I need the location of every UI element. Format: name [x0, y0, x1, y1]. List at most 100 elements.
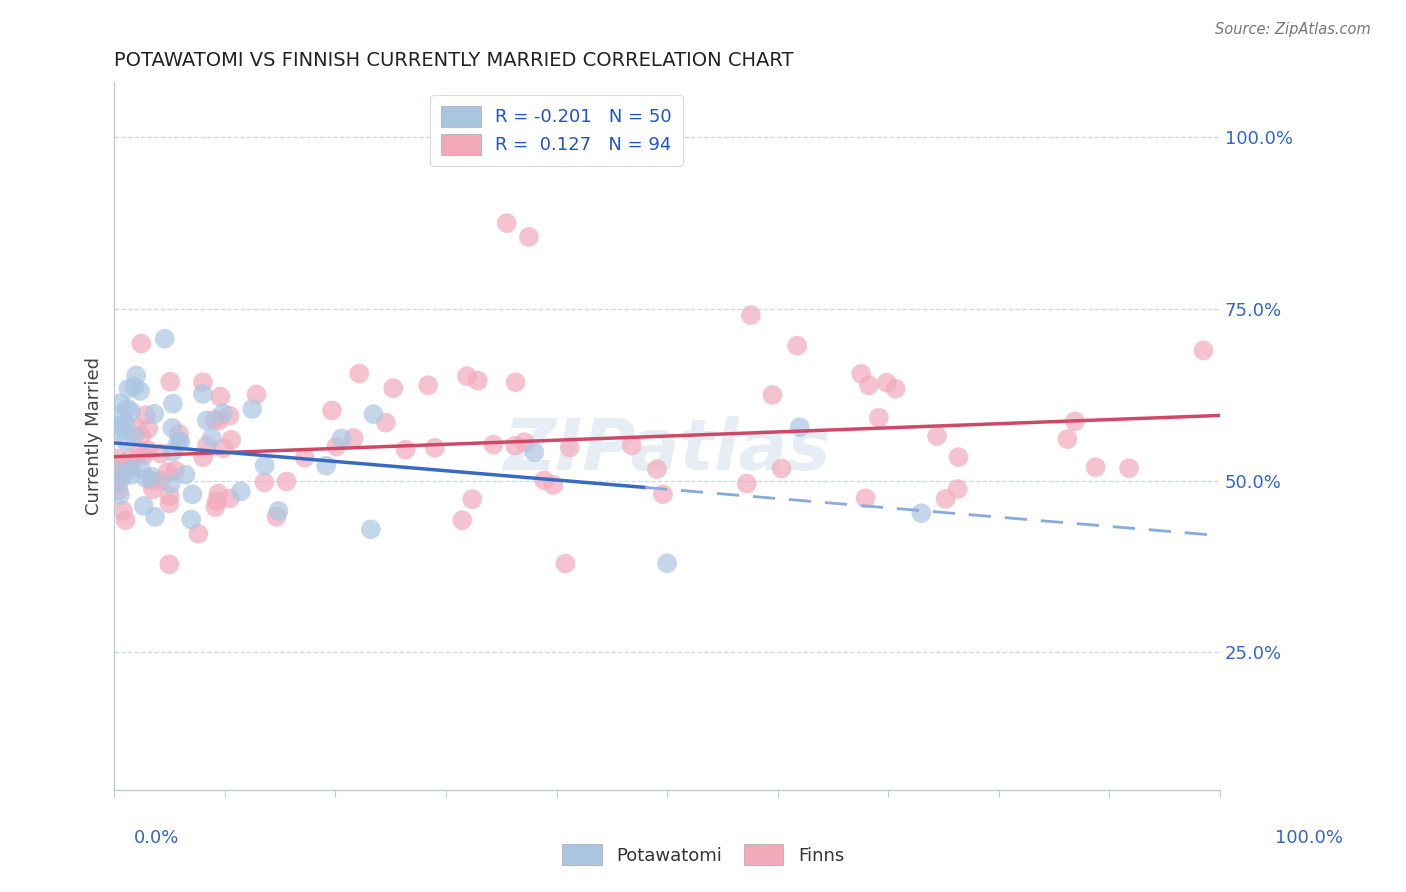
Point: [620, 438, 643, 452]
Point: [117, 401, 139, 416]
Point: [114, 434, 136, 449]
Point: [349, 367, 371, 381]
Point: [115, 460, 138, 475]
Point: [201, 431, 224, 445]
Point: [770, 461, 793, 475]
Point: [789, 420, 811, 434]
Point: [394, 442, 416, 457]
Point: [321, 403, 343, 417]
Point: [876, 376, 898, 390]
Point: [108, 465, 131, 479]
Point: [191, 450, 214, 464]
Point: [946, 482, 969, 496]
Point: [786, 338, 808, 352]
Point: [136, 443, 159, 458]
Point: [120, 451, 142, 466]
Point: [131, 429, 153, 443]
Point: [149, 474, 172, 488]
Point: [330, 432, 353, 446]
Point: [315, 458, 337, 473]
Point: [218, 491, 240, 506]
Point: [505, 376, 527, 390]
Point: [132, 449, 155, 463]
Point: [266, 509, 288, 524]
Point: [125, 368, 148, 383]
Point: [167, 426, 190, 441]
Point: [1056, 432, 1078, 446]
Point: [165, 464, 187, 478]
Point: [735, 476, 758, 491]
Text: Source: ZipAtlas.com: Source: ZipAtlas.com: [1215, 22, 1371, 37]
Point: [855, 491, 877, 506]
Point: [325, 440, 347, 454]
Point: [935, 491, 957, 506]
Text: POTAWATOMI VS FINNISH CURRENTLY MARRIED CORRELATION CHART: POTAWATOMI VS FINNISH CURRENTLY MARRIED …: [114, 51, 794, 70]
Point: [948, 450, 970, 464]
Point: [125, 421, 148, 435]
Point: [543, 478, 565, 492]
Point: [162, 421, 184, 435]
Point: [240, 402, 263, 417]
Point: [558, 441, 581, 455]
Point: [495, 216, 517, 230]
Point: [159, 375, 181, 389]
Point: [141, 470, 163, 484]
Point: [174, 467, 197, 482]
Point: [108, 424, 131, 438]
Point: [451, 513, 474, 527]
Point: [858, 378, 880, 392]
Point: [1118, 461, 1140, 475]
Point: [517, 230, 540, 244]
Point: [652, 487, 675, 501]
Point: [169, 434, 191, 449]
Point: [167, 434, 190, 449]
Point: [1064, 414, 1087, 428]
Point: [135, 471, 157, 485]
Point: [1084, 460, 1107, 475]
Point: [851, 367, 873, 381]
Point: [143, 509, 166, 524]
Point: [343, 431, 366, 445]
Point: [363, 407, 385, 421]
Text: 100.0%: 100.0%: [1275, 829, 1343, 847]
Point: [195, 438, 218, 452]
Point: [157, 558, 180, 572]
Point: [108, 488, 131, 502]
Point: [180, 512, 202, 526]
Point: [503, 439, 526, 453]
Point: [107, 451, 129, 466]
Point: [120, 404, 142, 418]
Point: [360, 522, 382, 536]
Point: [191, 387, 214, 401]
Point: [108, 396, 131, 410]
Point: [229, 484, 252, 499]
Point: [761, 388, 783, 402]
Point: [276, 475, 298, 489]
Legend: Potawatomi, Finns: Potawatomi, Finns: [555, 837, 851, 872]
Point: [208, 413, 231, 427]
Point: [157, 496, 180, 510]
Point: [418, 378, 440, 392]
Point: [124, 379, 146, 393]
Point: [204, 500, 226, 514]
Point: [554, 557, 576, 571]
Point: [129, 384, 152, 398]
Point: [149, 446, 172, 460]
Point: [131, 336, 153, 351]
Point: [253, 475, 276, 490]
Point: [142, 483, 165, 497]
Point: [482, 438, 505, 452]
Point: [218, 409, 240, 423]
Point: [122, 429, 145, 443]
Point: [294, 450, 316, 465]
Point: [207, 486, 229, 500]
Point: [108, 418, 131, 433]
Point: [143, 407, 166, 421]
Point: [107, 476, 129, 491]
Point: [120, 458, 142, 473]
Point: [162, 397, 184, 411]
Point: [456, 369, 478, 384]
Point: [187, 526, 209, 541]
Point: [513, 435, 536, 450]
Point: [117, 382, 139, 396]
